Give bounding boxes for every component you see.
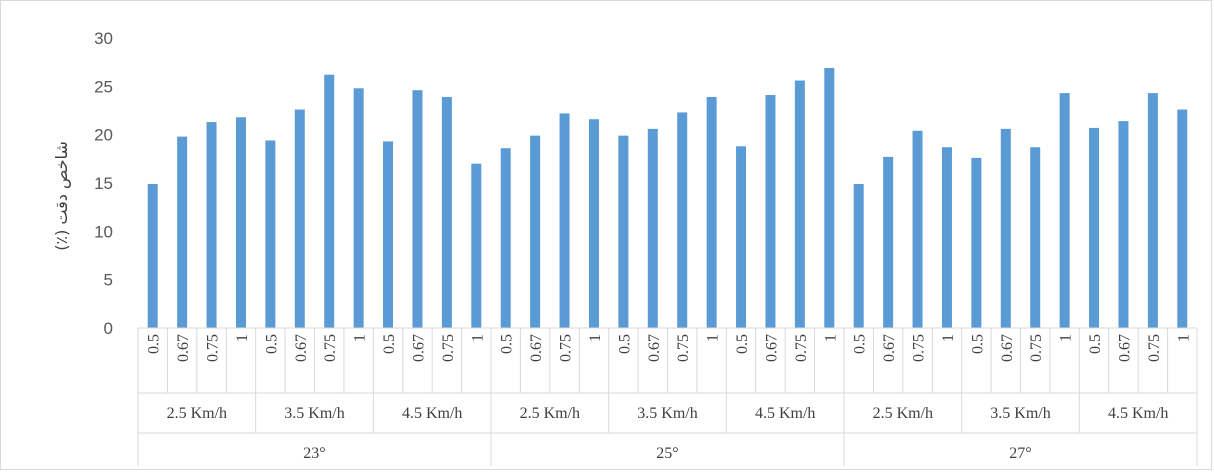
x-tick-label: 0.5 bbox=[1087, 334, 1104, 354]
y-tick-label: 10 bbox=[94, 222, 113, 241]
y-tick-label: 30 bbox=[94, 29, 113, 48]
speed-group-label: 2.5 Km/h bbox=[873, 405, 933, 422]
bar bbox=[324, 74, 335, 328]
x-tick-label: 0.67 bbox=[999, 334, 1016, 362]
bar bbox=[530, 135, 541, 328]
x-tick-label: 1 bbox=[469, 334, 486, 342]
speed-group-label: 4.5 Km/h bbox=[755, 405, 815, 422]
y-tick-label: 20 bbox=[94, 126, 113, 145]
x-tick-label: 0.67 bbox=[763, 334, 780, 362]
x-tick-label: 1 bbox=[940, 334, 957, 342]
x-tick-label: 0.5 bbox=[969, 334, 986, 354]
y-axis-label: شاخص دقت (٪) bbox=[52, 141, 72, 251]
bar bbox=[412, 90, 423, 328]
x-tick-label: 0.5 bbox=[381, 334, 398, 354]
bars bbox=[147, 67, 1188, 329]
bar bbox=[618, 135, 629, 328]
bar bbox=[736, 146, 747, 328]
speed-group-label: 3.5 Km/h bbox=[990, 405, 1050, 422]
x-tick-label: 0.75 bbox=[911, 334, 928, 362]
x-tick-label: 1 bbox=[1175, 334, 1192, 342]
x-tick-label: 0.5 bbox=[263, 334, 280, 354]
bar bbox=[1118, 121, 1129, 328]
bar bbox=[794, 80, 805, 328]
angle-group-label: 27° bbox=[1009, 445, 1031, 462]
y-axis-ticks: 0 5 10 15 20 25 30 bbox=[94, 29, 113, 338]
x-tick-label: 0.75 bbox=[1028, 334, 1045, 362]
bar bbox=[441, 96, 452, 328]
speed-group-label: 3.5 Km/h bbox=[284, 405, 344, 422]
bar bbox=[706, 96, 717, 328]
bar bbox=[559, 113, 570, 329]
x-tick-label: 0.67 bbox=[528, 334, 545, 362]
bar bbox=[1030, 147, 1041, 328]
bar bbox=[1089, 127, 1100, 329]
bar bbox=[265, 140, 276, 328]
bar bbox=[588, 119, 599, 328]
x-tick-label: 0.5 bbox=[734, 334, 751, 354]
bar bbox=[235, 117, 246, 329]
angle-group-label: 25° bbox=[656, 445, 678, 462]
bar bbox=[294, 109, 305, 328]
x-tick-label: 0.75 bbox=[1146, 334, 1163, 362]
bar bbox=[647, 128, 658, 328]
x-tick-label: 0.75 bbox=[322, 334, 339, 362]
x-tick-label: 0.75 bbox=[558, 334, 575, 362]
bar bbox=[941, 147, 952, 328]
y-tick-label: 25 bbox=[94, 77, 113, 96]
bar bbox=[177, 136, 188, 328]
bar bbox=[383, 141, 394, 328]
bar bbox=[883, 156, 894, 328]
angle-group-label: 23° bbox=[303, 445, 325, 462]
y-tick-label: 0 bbox=[104, 319, 113, 338]
x-tick-label: 0.67 bbox=[175, 334, 192, 362]
x-tick-label: 0.5 bbox=[616, 334, 633, 354]
bar bbox=[824, 67, 835, 328]
x-tick-label: 0.75 bbox=[440, 334, 457, 362]
speed-group-label: 2.5 Km/h bbox=[520, 405, 580, 422]
bar bbox=[471, 163, 482, 328]
bar bbox=[971, 157, 982, 328]
x-tick-label: 0.5 bbox=[146, 334, 163, 354]
bar bbox=[1000, 128, 1011, 328]
bar bbox=[1059, 93, 1070, 328]
x-tick-label: 0.75 bbox=[793, 334, 810, 362]
bar bbox=[912, 130, 923, 328]
x-tick-label: 0.75 bbox=[675, 334, 692, 362]
y-tick-label: 15 bbox=[94, 174, 113, 193]
bar bbox=[677, 112, 688, 329]
speed-group-label: 4.5 Km/h bbox=[1108, 405, 1168, 422]
y-tick-label: 5 bbox=[104, 271, 113, 290]
x-tick-label: 1 bbox=[1058, 334, 1075, 342]
x-tick-label: 1 bbox=[234, 334, 251, 342]
x-tick-label: 0.67 bbox=[293, 334, 310, 362]
x-tick-label: 0.67 bbox=[1116, 334, 1133, 362]
bar bbox=[853, 183, 864, 328]
x-tick-label: 1 bbox=[352, 334, 369, 342]
bar bbox=[765, 95, 776, 328]
bar bbox=[500, 148, 511, 328]
x-tick-label: 0.75 bbox=[205, 334, 222, 362]
speed-group-label: 3.5 Km/h bbox=[637, 405, 697, 422]
bar bbox=[147, 183, 158, 328]
speed-group-label: 4.5 Km/h bbox=[402, 405, 462, 422]
x-tick-label: 0.67 bbox=[881, 334, 898, 362]
x-tick-label: 0.5 bbox=[852, 334, 869, 354]
x-tick-label: 1 bbox=[822, 334, 839, 342]
bar bbox=[1177, 109, 1188, 328]
x-axis: 0.5 0.67 0.75 1 0.5 0.67 0.75 1 0.5 0.67 0.75 1 0.5 0… bbox=[137, 327, 1198, 466]
x-tick-label: 1 bbox=[587, 334, 604, 342]
x-tick-label: 0.67 bbox=[410, 334, 427, 362]
bar bbox=[353, 88, 364, 329]
x-tick-label: 0.67 bbox=[646, 334, 663, 362]
x-tick-label: 1 bbox=[705, 334, 722, 342]
bar bbox=[206, 122, 217, 328]
bar bbox=[1147, 93, 1158, 328]
speed-group-label: 2.5 Km/h bbox=[167, 405, 227, 422]
x-tick-label: 0.5 bbox=[499, 334, 516, 354]
